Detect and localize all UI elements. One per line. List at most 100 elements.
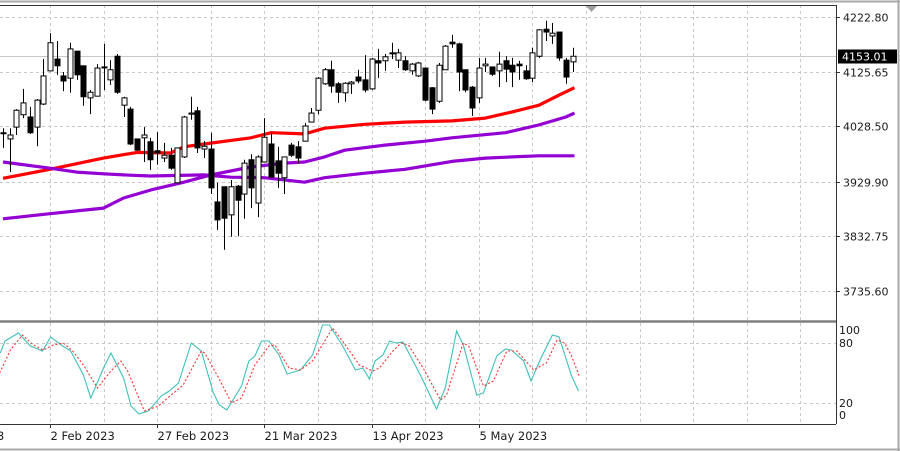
candle[interactable] <box>34 98 41 147</box>
bear-candle-body <box>208 148 215 189</box>
candle[interactable] <box>429 87 436 115</box>
candle[interactable] <box>214 182 221 231</box>
candle[interactable] <box>436 62 443 103</box>
candle[interactable] <box>402 56 409 71</box>
candle[interactable] <box>422 67 429 102</box>
candle[interactable] <box>288 142 295 157</box>
candle[interactable] <box>570 47 577 72</box>
candle[interactable] <box>13 109 20 135</box>
bull-candle-body <box>47 42 54 72</box>
candle[interactable] <box>382 53 389 71</box>
candle[interactable] <box>147 137 154 170</box>
candle[interactable] <box>40 59 47 106</box>
bear-candle-body <box>462 69 469 91</box>
candle[interactable] <box>342 82 349 102</box>
candle[interactable] <box>355 69 362 84</box>
candle[interactable] <box>543 20 550 42</box>
candle[interactable] <box>194 106 201 153</box>
candle[interactable] <box>322 68 329 85</box>
candle[interactable] <box>442 44 449 71</box>
candle[interactable] <box>503 56 510 83</box>
candle[interactable] <box>348 80 355 94</box>
candle[interactable] <box>375 48 382 79</box>
candle[interactable] <box>208 132 215 195</box>
price-axis-label: 4125.65 <box>843 67 889 80</box>
candle[interactable] <box>549 23 556 44</box>
candle[interactable] <box>20 88 27 119</box>
bull-candle-body <box>255 156 262 204</box>
candle[interactable] <box>482 57 489 72</box>
candle[interactable] <box>94 64 101 97</box>
candle[interactable] <box>7 128 14 173</box>
price-panel[interactable] <box>0 20 836 250</box>
candle[interactable] <box>261 118 268 163</box>
candle[interactable] <box>188 96 195 120</box>
candle[interactable] <box>516 60 523 80</box>
bear-candle-body <box>221 186 228 219</box>
candle[interactable] <box>80 65 87 106</box>
candle[interactable] <box>415 61 422 78</box>
candle[interactable] <box>449 34 456 48</box>
candle[interactable] <box>101 43 108 90</box>
candle[interactable] <box>389 42 396 60</box>
candle[interactable] <box>27 106 34 134</box>
candle[interactable] <box>302 123 309 142</box>
candle[interactable] <box>529 47 536 83</box>
candle[interactable] <box>181 115 188 159</box>
candle[interactable] <box>127 106 134 146</box>
candle[interactable] <box>74 50 81 80</box>
candle[interactable] <box>248 154 255 209</box>
candle[interactable] <box>221 186 228 250</box>
candle[interactable] <box>315 77 322 115</box>
candle[interactable] <box>154 132 161 165</box>
candle[interactable] <box>141 127 148 162</box>
current-price-tag <box>838 49 897 64</box>
candle[interactable] <box>161 142 168 162</box>
candle[interactable] <box>255 155 262 218</box>
candle[interactable] <box>536 29 543 58</box>
candle[interactable] <box>563 57 570 84</box>
candle[interactable] <box>47 33 54 72</box>
candle[interactable] <box>87 89 94 115</box>
candle[interactable] <box>409 62 416 75</box>
candle[interactable] <box>228 179 235 237</box>
bull-candle-body <box>121 97 128 106</box>
candle[interactable] <box>275 146 282 188</box>
candle[interactable] <box>268 132 275 178</box>
candle[interactable] <box>456 42 463 92</box>
candle[interactable] <box>281 156 288 195</box>
candle[interactable] <box>121 96 128 117</box>
candle[interactable] <box>509 57 516 88</box>
candle[interactable] <box>0 128 7 148</box>
candle[interactable] <box>54 41 61 75</box>
candle[interactable] <box>241 159 248 219</box>
chart-shift-marker-icon[interactable] <box>586 6 597 12</box>
candle[interactable] <box>67 42 74 93</box>
candle[interactable] <box>362 55 369 93</box>
candle[interactable] <box>201 141 208 159</box>
candle[interactable] <box>335 82 342 103</box>
candle[interactable] <box>469 86 476 116</box>
bull-candle-body <box>536 29 543 57</box>
stochastic-panel[interactable] <box>0 324 580 415</box>
candle[interactable] <box>168 147 175 170</box>
candle[interactable] <box>395 48 402 69</box>
candle[interactable] <box>523 65 530 80</box>
candle[interactable] <box>235 185 242 237</box>
candle[interactable] <box>134 138 141 151</box>
candle[interactable] <box>496 51 503 88</box>
candle[interactable] <box>107 60 114 85</box>
candle[interactable] <box>462 69 469 93</box>
candle[interactable] <box>328 60 335 93</box>
bull-candle-body <box>174 147 181 184</box>
candle[interactable] <box>60 71 67 92</box>
candle[interactable] <box>114 53 121 94</box>
candle[interactable] <box>174 147 181 184</box>
candle[interactable] <box>556 31 563 61</box>
candle[interactable] <box>489 66 496 76</box>
candle[interactable] <box>308 107 315 123</box>
candle[interactable] <box>476 57 483 103</box>
candle[interactable] <box>369 57 376 90</box>
candle[interactable] <box>295 141 302 164</box>
